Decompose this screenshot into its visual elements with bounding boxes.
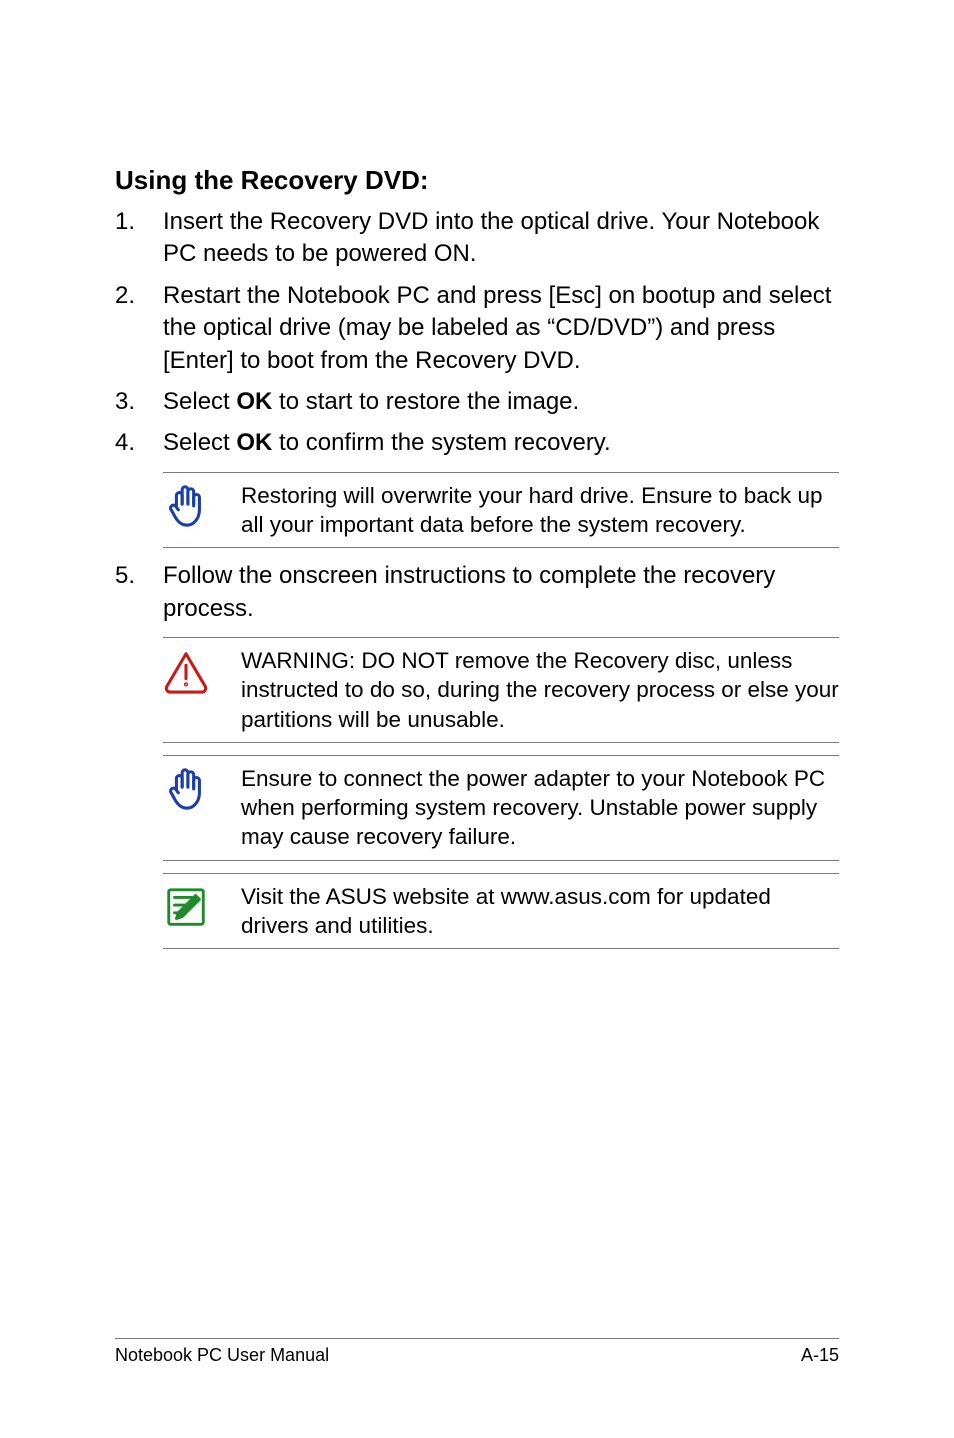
icon-cell — [163, 646, 241, 694]
callout-important-2: Ensure to connect the power adapter to y… — [163, 755, 839, 861]
document-page: Using the Recovery DVD: 1. Insert the Re… — [0, 0, 954, 1438]
footer-page-number: A-15 — [801, 1345, 839, 1366]
icon-cell — [163, 764, 241, 812]
callout-text: WARNING: DO NOT remove the Recovery disc… — [241, 646, 839, 734]
step-number: 3. — [115, 386, 163, 418]
steps-list: 1. Insert the Recovery DVD into the opti… — [115, 206, 839, 460]
step-2: 2. Restart the Notebook PC and press [Es… — [115, 280, 839, 377]
warning-icon — [163, 648, 209, 694]
step-text: Select OK to confirm the system recovery… — [163, 427, 839, 459]
footer-title: Notebook PC User Manual — [115, 1345, 329, 1366]
step-text: Select OK to start to restore the image. — [163, 386, 839, 418]
section-heading: Using the Recovery DVD: — [115, 165, 839, 196]
text-pre: Select — [163, 388, 236, 415]
page-footer: Notebook PC User Manual A-15 — [115, 1338, 839, 1366]
text-post: to confirm the system recovery. — [272, 429, 610, 456]
step-text: Restart the Notebook PC and press [Esc] … — [163, 280, 839, 377]
step-text: Follow the onscreen instructions to comp… — [163, 560, 839, 625]
step-number: 4. — [115, 427, 163, 459]
callout-text: Ensure to connect the power adapter to y… — [241, 764, 839, 852]
step-text: Insert the Recovery DVD into the optical… — [163, 206, 839, 271]
callout-warning: WARNING: DO NOT remove the Recovery disc… — [163, 637, 839, 743]
text-pre: Select — [163, 429, 236, 456]
hand-stop-icon — [163, 483, 209, 529]
hand-stop-icon — [163, 766, 209, 812]
icon-cell — [163, 882, 241, 930]
step-3: 3. Select OK to start to restore the ima… — [115, 386, 839, 418]
callout-note: Visit the ASUS website at www.asus.com f… — [163, 873, 839, 950]
callout-important-1: Restoring will overwrite your hard drive… — [163, 472, 839, 549]
step-5: 5. Follow the onscreen instructions to c… — [115, 560, 839, 625]
callout-text: Visit the ASUS website at www.asus.com f… — [241, 882, 839, 941]
text-bold: OK — [236, 429, 272, 456]
icon-cell — [163, 481, 241, 529]
step-1: 1. Insert the Recovery DVD into the opti… — [115, 206, 839, 271]
step-number: 2. — [115, 280, 163, 377]
note-pencil-icon — [163, 884, 209, 930]
step-4: 4. Select OK to confirm the system recov… — [115, 427, 839, 459]
step-number: 5. — [115, 560, 163, 625]
steps-list-continued: 5. Follow the onscreen instructions to c… — [115, 560, 839, 625]
text-post: to start to restore the image. — [272, 388, 579, 415]
text-bold: OK — [236, 388, 272, 415]
step-number: 1. — [115, 206, 163, 271]
callout-text: Restoring will overwrite your hard drive… — [241, 481, 839, 540]
